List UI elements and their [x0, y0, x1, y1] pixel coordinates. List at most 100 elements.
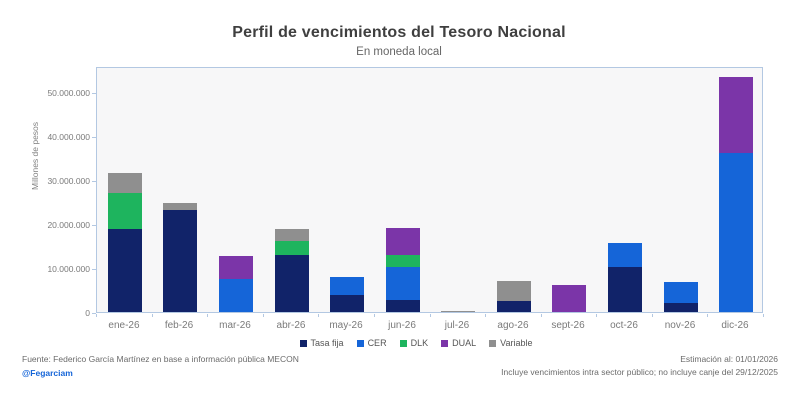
bar-segment-cer	[664, 282, 698, 303]
y-axis-tick-label: 40.000.000	[47, 132, 90, 143]
bar-segment-tasa-fija	[108, 229, 142, 312]
bar-segment-variable	[441, 311, 475, 312]
x-axis-label: feb-26	[164, 320, 194, 331]
y-axis-tick-mark	[92, 269, 96, 270]
legend-item-dual: DUAL	[441, 338, 476, 348]
bar-segment-variable	[497, 281, 531, 301]
bar-segment-tasa-fija	[497, 301, 531, 312]
legend-label: DLK	[410, 338, 429, 348]
legend-label: Variable	[500, 338, 533, 348]
x-axis-label: oct-26	[610, 320, 638, 331]
x-axis-tick-mark	[430, 314, 431, 317]
bar-segment-tasa-fija	[386, 300, 420, 312]
x-axis-label: may-26	[329, 320, 363, 331]
x-axis-tick-mark	[541, 314, 542, 317]
legend-swatch-icon	[441, 339, 449, 347]
x-axis-tick-mark	[652, 314, 653, 317]
bar-segment-tasa-fija	[608, 267, 642, 312]
twitter-handle-link[interactable]: @Fegarciam	[22, 368, 73, 378]
y-axis-tick-label: 20.000.000	[47, 220, 90, 231]
legend-label: Tasa fija	[310, 338, 344, 348]
x-axis-tick-mark	[318, 314, 319, 317]
legend-swatch-icon	[299, 339, 307, 347]
x-axis-tick-mark	[207, 314, 208, 317]
bar-segment-dual	[719, 77, 753, 153]
legend: Tasa fija CER DLK DUAL Variable	[96, 338, 736, 348]
x-axis-label: sept-26	[551, 320, 585, 331]
page-title: Perfil de vencimientos del Tesoro Nacion…	[232, 24, 566, 41]
x-axis-label: jul-26	[444, 320, 470, 331]
stacked-bar-may-26	[330, 277, 364, 312]
y-axis-tick-mark	[92, 225, 96, 226]
y-axis-tick-mark	[92, 93, 96, 94]
bar-segment-cer	[219, 279, 253, 312]
bar-segment-dual	[552, 285, 586, 312]
stacked-bar-dic-26	[719, 77, 753, 312]
y-axis-tick-mark	[92, 137, 96, 138]
bar-segment-variable	[163, 203, 197, 210]
plot-area	[96, 67, 763, 313]
x-axis-tick-mark	[707, 314, 708, 317]
footer-source-block: Fuente: Federico García Martínez en base…	[22, 353, 299, 380]
bar-segment-tasa-fija	[163, 210, 197, 312]
source-text: Fuente: Federico García Martínez en base…	[22, 354, 299, 364]
x-axis-label: nov-26	[664, 320, 696, 331]
x-axis-tick-mark	[485, 314, 486, 317]
stacked-bar-jun-26	[386, 228, 420, 312]
bar-segment-cer	[386, 267, 420, 300]
y-axis-tick-mark	[92, 181, 96, 182]
bar-segment-dlk	[386, 255, 420, 267]
x-axis-tick-mark	[374, 314, 375, 317]
y-axis-tick-label: 30.000.000	[47, 176, 90, 187]
stacked-bar-ago-26	[497, 281, 531, 312]
legend-swatch-icon	[399, 339, 407, 347]
stacked-bar-feb-26	[163, 203, 197, 312]
legend-label: CER	[367, 338, 387, 348]
x-axis-tick-mark	[96, 314, 97, 317]
stacked-bar-ene-26	[108, 173, 142, 312]
bar-segment-dual	[386, 228, 420, 255]
legend-item-dlk: DLK	[399, 338, 429, 348]
stacked-bar-abr-26	[275, 229, 309, 312]
y-axis-tick-label: 0	[85, 308, 90, 318]
bar-segment-cer	[719, 153, 753, 312]
x-axis-tick-mark	[152, 314, 153, 317]
legend-item-cer: CER	[356, 338, 387, 348]
stacked-bar-sept-26	[552, 285, 586, 312]
x-axis-label: ene-26	[108, 320, 140, 331]
y-axis-tick-label: 10.000.000	[47, 264, 90, 275]
legend-item-tasa-fija: Tasa fija	[299, 338, 344, 348]
stacked-bar-oct-26	[608, 243, 642, 312]
x-axis-label: mar-26	[219, 320, 251, 331]
bar-segment-cer	[330, 277, 364, 295]
stacked-bar-nov-26	[664, 282, 698, 312]
legend-item-variable: Variable	[489, 338, 532, 348]
x-axis-label: jun-26	[388, 320, 416, 331]
stacked-bar-jul-26	[441, 311, 475, 312]
y-axis-tick-mark	[92, 313, 96, 314]
note-text: Incluye vencimientos intra sector públic…	[501, 367, 778, 377]
bar-segment-dlk	[275, 241, 309, 255]
x-axis-label: abr-26	[276, 320, 306, 331]
legend-label: DUAL	[452, 338, 477, 348]
bar-segment-cer	[608, 243, 642, 267]
page-subtitle: En moneda local	[356, 46, 442, 58]
bar-segment-dlk	[108, 193, 142, 229]
x-axis-label: ago-26	[497, 320, 529, 331]
x-axis-label: dic-26	[721, 320, 749, 331]
x-axis-tick-mark	[263, 314, 264, 317]
bar-segment-tasa-fija	[664, 303, 698, 312]
y-axis-tick-label: 50.000.000	[47, 88, 90, 99]
estimation-text: Estimación al: 01/01/2026	[680, 354, 778, 364]
bar-segment-dual	[219, 256, 253, 279]
legend-swatch-icon	[489, 339, 497, 347]
legend-swatch-icon	[356, 339, 364, 347]
bar-segment-tasa-fija	[330, 295, 364, 312]
stacked-bar-mar-26	[219, 256, 253, 312]
bar-segment-tasa-fija	[275, 255, 309, 312]
footer-note-block: Estimación al: 01/01/2026 Incluye vencim…	[501, 353, 778, 379]
x-axis-tick-mark	[596, 314, 597, 317]
bar-segment-variable	[275, 229, 309, 241]
bar-segment-variable	[108, 173, 142, 193]
